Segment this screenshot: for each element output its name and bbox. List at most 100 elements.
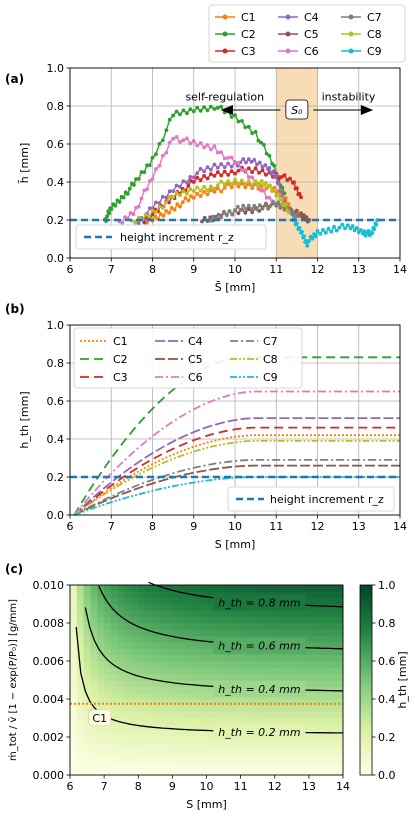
y-tick-label: 0.4: [47, 433, 65, 446]
heatmap-cell: [165, 629, 173, 637]
heatmap-cell: [295, 737, 303, 744]
heatmap-cell: [165, 585, 173, 592]
heatmap-cell: [267, 737, 276, 744]
y-tick-label: 0.0: [47, 252, 65, 265]
heatmap-cell: [336, 718, 344, 725]
data-point: [277, 181, 281, 186]
data-point: [315, 229, 320, 233]
heatmap-cell: [192, 718, 201, 725]
data-point: [160, 194, 165, 199]
legend-label: C2: [241, 28, 256, 41]
heatmap-cell: [145, 686, 153, 694]
x-tick-label: 14: [393, 263, 407, 276]
heatmap-cell: [226, 699, 235, 706]
heatmap-cell: [329, 705, 337, 713]
heatmap-cell: [199, 718, 207, 725]
data-point: [164, 200, 169, 205]
data-point: [286, 210, 291, 215]
heatmap-cell: [131, 718, 139, 725]
data-point: [279, 197, 284, 201]
heatmap-cell: [179, 661, 187, 668]
heatmap-cell: [308, 642, 317, 649]
heatmap-cell: [151, 642, 160, 649]
heatmap-cell: [186, 610, 194, 618]
heatmap-cell: [192, 768, 201, 776]
heatmap-cell: [247, 629, 255, 637]
heatmap-cell: [138, 585, 146, 592]
heatmap-cell: [199, 616, 207, 624]
heatmap-cell: [110, 591, 119, 599]
heatmap-cell: [192, 604, 201, 611]
heatmap-cell: [199, 629, 207, 637]
heatmap-cell: [274, 623, 282, 630]
x-axis-label: S [mm]: [215, 538, 256, 551]
heatmap-cell: [117, 762, 125, 770]
data-point: [211, 214, 215, 219]
x-tick-label: 10: [228, 263, 242, 276]
data-point: [215, 165, 220, 170]
heatmap-cell: [97, 686, 105, 694]
data-point: [164, 195, 169, 200]
heatmap-cell: [158, 711, 166, 719]
heatmap-cell: [226, 610, 235, 618]
data-point: [229, 169, 234, 174]
heatmap-cell: [199, 648, 207, 656]
heatmap-cell: [336, 705, 344, 713]
heatmap-cell: [288, 718, 296, 725]
heatmap-cell: [70, 623, 78, 630]
heatmap-cell: [158, 692, 166, 700]
heatmap-cell: [329, 610, 337, 618]
heatmap-cell: [151, 680, 160, 687]
heatmap-cell: [186, 730, 194, 738]
heatmap-cell: [145, 604, 153, 611]
heatmap-cell: [226, 705, 235, 713]
heatmap-cell: [233, 762, 242, 770]
heatmap-cell: [76, 730, 85, 738]
heatmap-cell: [124, 591, 132, 599]
heatmap-cell: [117, 686, 125, 694]
heatmap-cell: [199, 673, 207, 681]
heatmap-cell: [267, 743, 276, 751]
heatmap-cell: [329, 680, 337, 687]
heatmap-cell: [302, 762, 310, 770]
legend-marker: [222, 48, 228, 54]
data-point: [191, 109, 196, 114]
heatmap-cell: [110, 749, 119, 757]
heatmap-cell: [329, 711, 337, 719]
data-point: [252, 157, 257, 162]
heatmap-cell: [186, 648, 194, 656]
data-point: [174, 183, 179, 188]
heatmap-cell: [76, 604, 85, 611]
data-point: [299, 195, 303, 200]
heatmap-cell: [336, 629, 344, 637]
heatmap-cell: [295, 616, 303, 624]
heatmap-cell: [254, 756, 262, 763]
heatmap-cell: [281, 667, 289, 675]
heatmap-cell: [179, 737, 187, 744]
data-point: [290, 209, 295, 214]
colorbar-tick-label: 1.0: [378, 579, 396, 592]
data-point: [313, 234, 318, 239]
heatmap-cell: [165, 699, 173, 706]
heatmap-cell: [308, 673, 317, 681]
heatmap-cell: [240, 654, 248, 662]
y-tick-label: 0.8: [47, 100, 65, 113]
heatmap-cell: [336, 711, 344, 719]
heatmap-cell: [240, 737, 248, 744]
heatmap-cell: [97, 743, 105, 751]
heatmap-cell: [295, 629, 303, 637]
heatmap-cell: [199, 762, 207, 770]
heatmap-cell: [186, 680, 194, 687]
heatmap-cell: [110, 616, 119, 624]
x-tick-label: 12: [311, 520, 325, 533]
heatmap-cell: [336, 597, 344, 605]
heatmap-cell: [213, 749, 221, 757]
data-point: [142, 170, 147, 175]
heatmap-cell: [220, 673, 228, 681]
heatmap-cell: [233, 705, 242, 713]
data-point: [295, 186, 299, 191]
heatmap-cell: [158, 629, 166, 637]
heatmap-cell: [110, 724, 119, 732]
heatmap-cell: [199, 642, 207, 649]
heatmap-cell: [97, 629, 105, 637]
